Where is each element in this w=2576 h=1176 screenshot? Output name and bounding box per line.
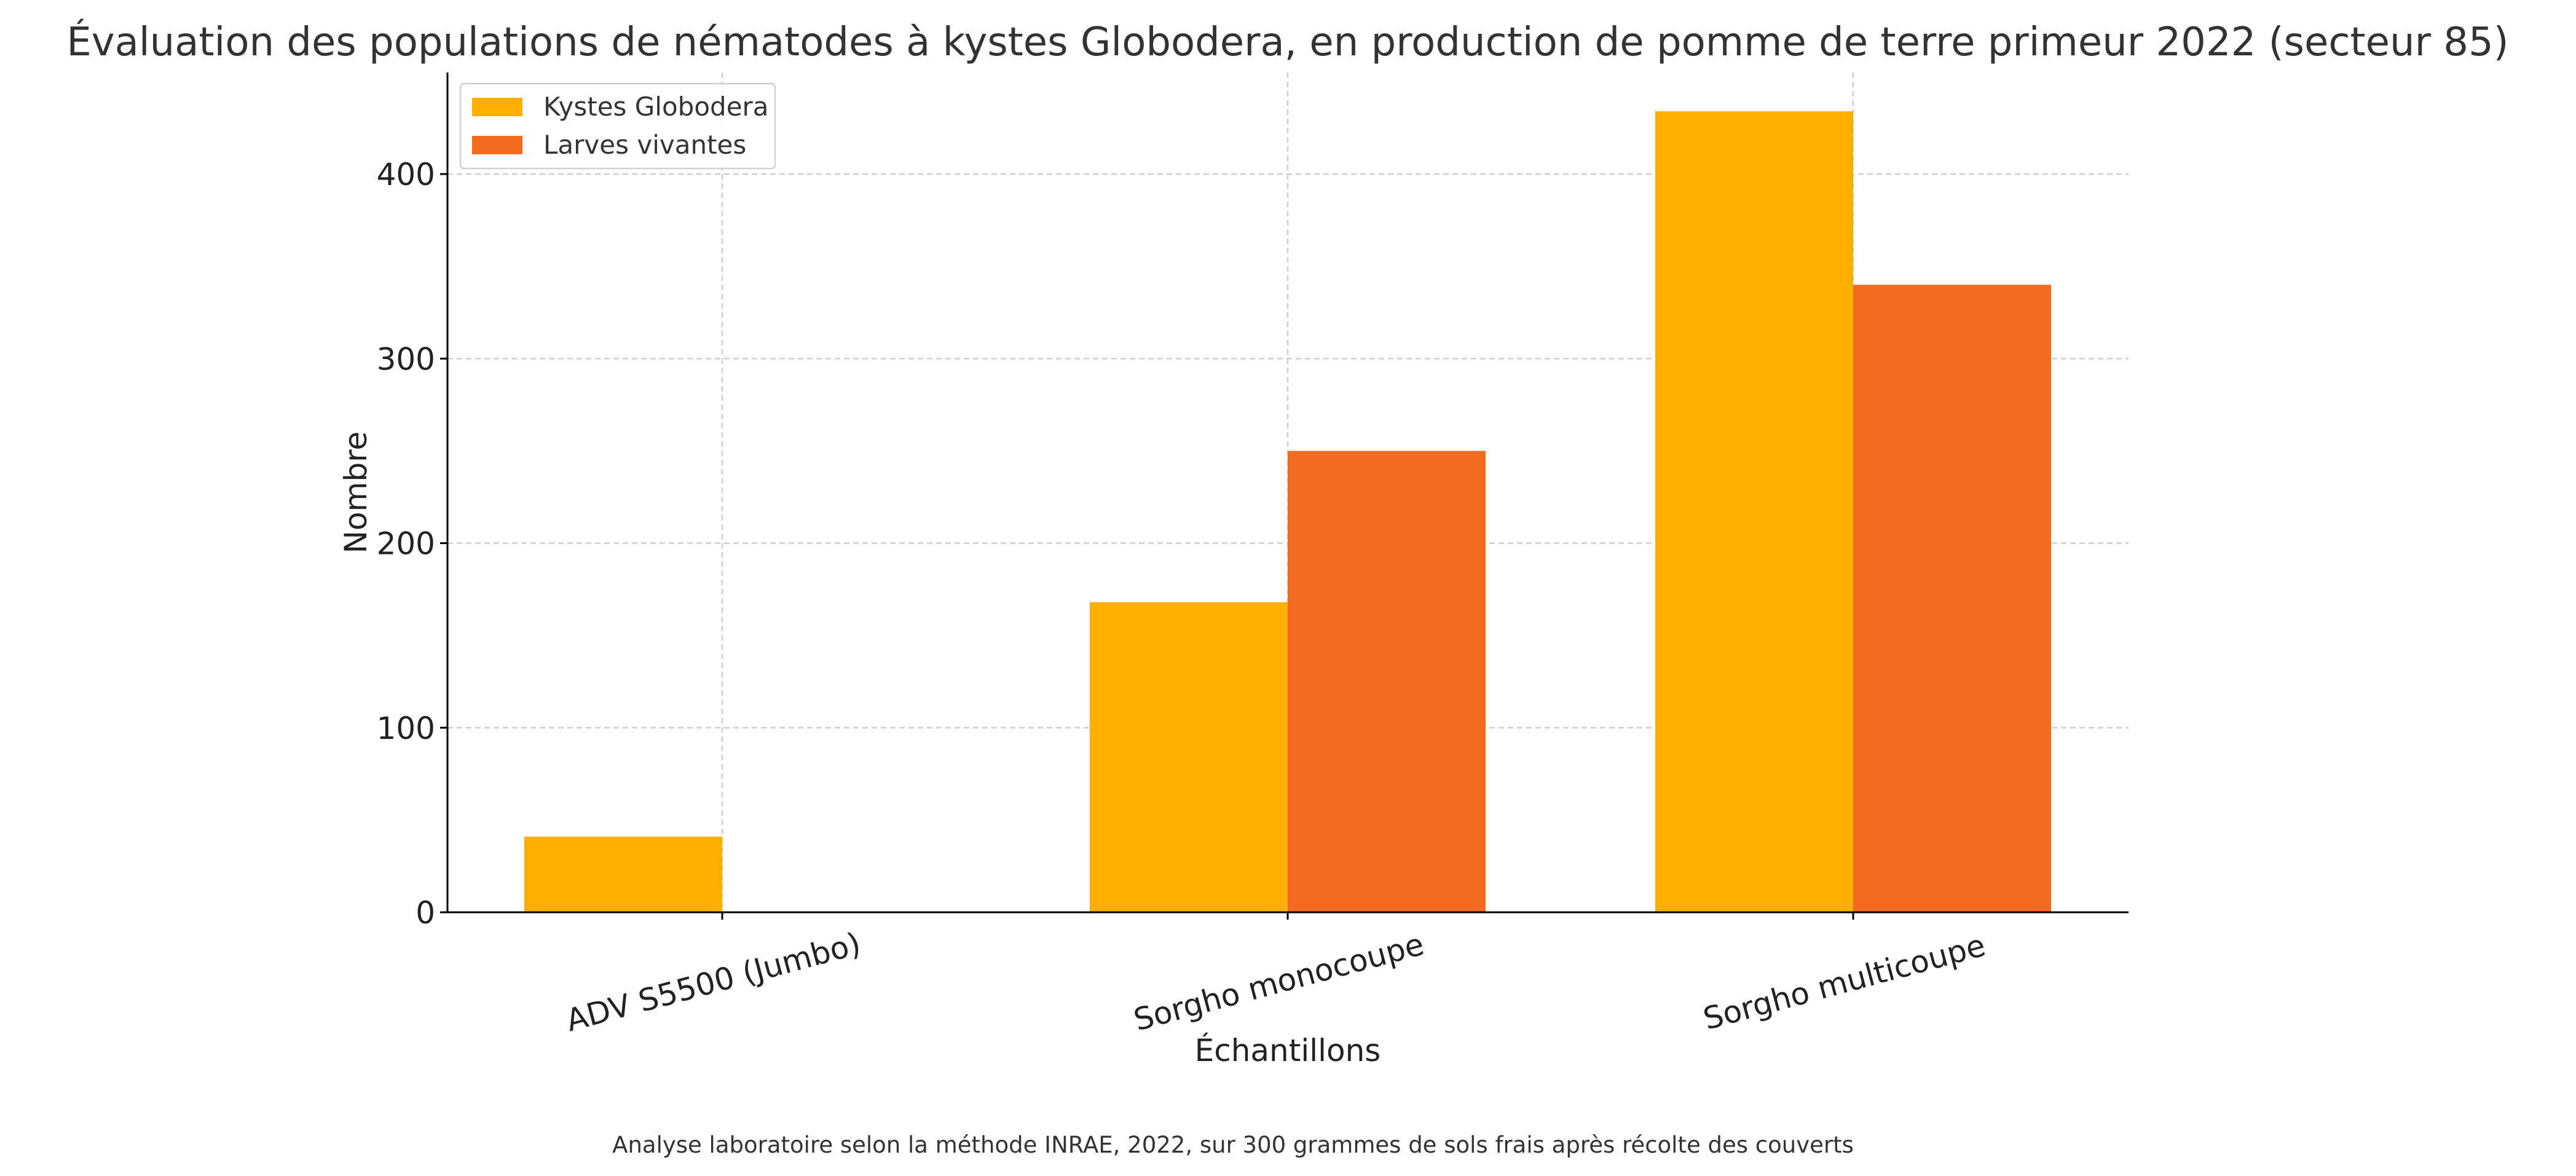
legend-label-kystes: Kystes Globodera (543, 92, 769, 122)
bar-kystes-globodera-sorgho-monocoupe (1090, 602, 1288, 912)
bar-larves-vivantes-sorgho-monocoupe (1288, 451, 1486, 912)
y-tick-label: 100 (377, 711, 435, 746)
y-tick-label: 400 (377, 157, 435, 192)
bars (524, 111, 2051, 913)
legend-swatch-kystes (472, 98, 522, 116)
legend: Kystes Globodera Larves vivantes (459, 82, 776, 170)
x-tick-label: ADV S5500 (Jumbo) (562, 926, 864, 1039)
y-axis-label: Nombre (338, 432, 374, 554)
x-tick-label: Sorgho multicoupe (1700, 927, 1989, 1036)
y-tick-label: 200 (377, 526, 435, 562)
x-axis-label: Échantillons (1195, 1032, 1381, 1068)
x-tick-label: Sorgho monocoupe (1130, 926, 1427, 1038)
bar-kystes-globodera-sorgho-multicoupe (1655, 111, 1853, 913)
legend-box (459, 82, 776, 170)
bar-larves-vivantes-sorgho-multicoupe (1853, 285, 2051, 912)
chart-title: Évaluation des populations de nématodes … (66, 18, 2508, 65)
legend-label-larves: Larves vivantes (543, 130, 746, 160)
legend-swatch-larves (472, 136, 522, 154)
y-tick-label: 300 (377, 341, 435, 377)
y-tick-label: 0 (416, 895, 435, 931)
caption: Analyse laboratoire selon la méthode INR… (612, 1132, 1854, 1158)
bar-kystes-globodera-adv-s5500-jumbo (524, 836, 722, 912)
